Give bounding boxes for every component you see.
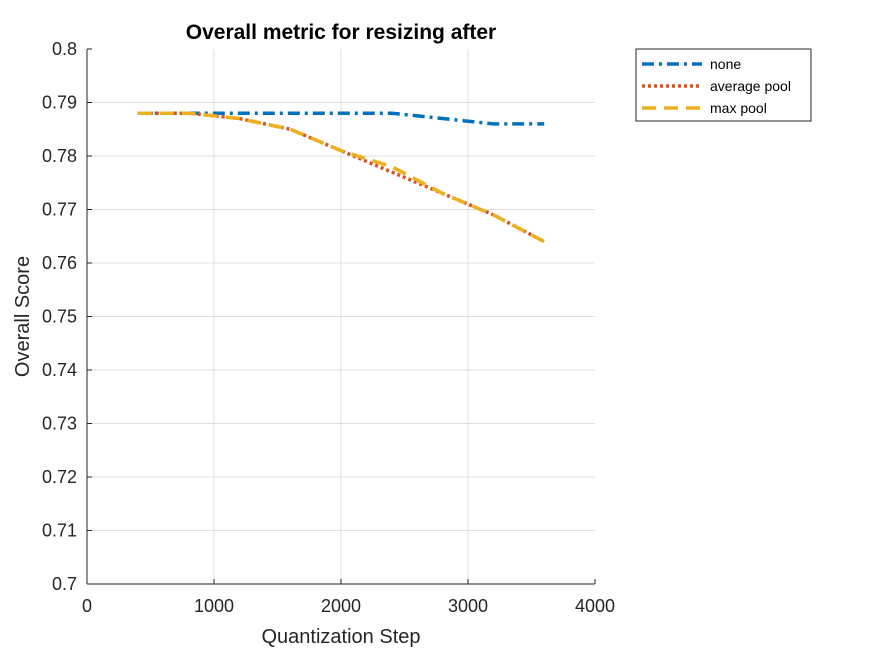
x-tick-label: 0 — [82, 596, 92, 616]
y-tick-label: 0.78 — [42, 146, 77, 166]
legend-label-max-pool: max pool — [710, 100, 767, 116]
x-tick-label: 3000 — [448, 596, 488, 616]
x-axis-title: Quantization Step — [262, 626, 421, 648]
y-tick-label: 0.76 — [42, 253, 77, 273]
grid-lines — [87, 49, 595, 584]
legend-label-average-pool: average pool — [710, 78, 791, 94]
y-axis-title: Overall Score — [12, 256, 34, 377]
legend: none average pool max pool — [635, 48, 812, 122]
y-tick-label: 0.74 — [42, 360, 77, 380]
chart-title: Overall metric for resizing after — [186, 21, 496, 44]
x-tick-label: 1000 — [194, 596, 234, 616]
series-line-none — [137, 111, 545, 126]
y-tick-label: 0.71 — [42, 521, 77, 541]
y-tick-label: 0.73 — [42, 414, 77, 434]
y-tick-label: 0.77 — [42, 200, 77, 220]
axes — [86, 48, 596, 585]
y-tick-label: 0.75 — [42, 307, 77, 327]
x-tick-label: 4000 — [575, 596, 615, 616]
legend-label-none: none — [710, 56, 741, 72]
y-tick-label: 0.7 — [52, 574, 77, 594]
y-tick-label: 0.72 — [42, 467, 77, 487]
x-tick-label: 2000 — [321, 596, 361, 616]
series-line-max-pool — [137, 111, 546, 244]
y-tick-label: 0.79 — [42, 93, 77, 113]
tick-labels: 0 1000 2000 3000 4000 0.7 0.71 0.72 0.73 0.74 0.75… — [42, 39, 615, 616]
y-tick-label: 0.8 — [52, 39, 77, 59]
series-lines — [137, 111, 546, 244]
